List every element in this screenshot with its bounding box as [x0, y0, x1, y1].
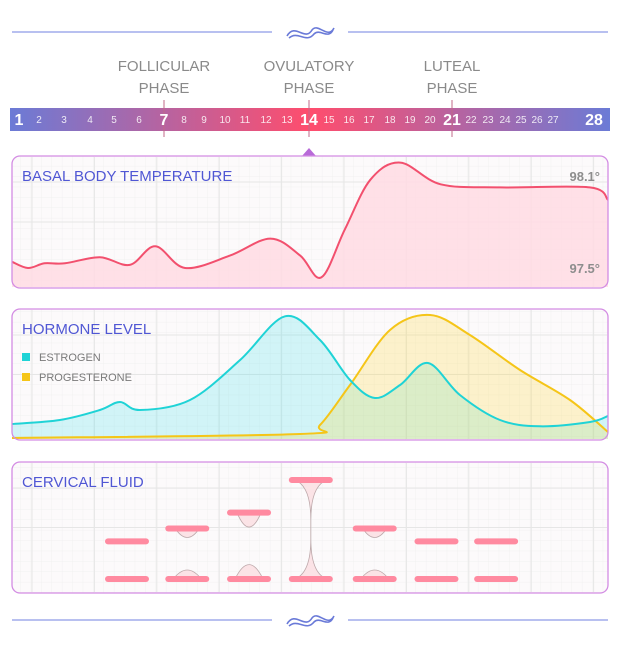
- day-band: [10, 108, 610, 131]
- fluid-bar-bottom: [288, 576, 333, 582]
- hormone-title: HORMONE LEVEL: [22, 321, 151, 338]
- temperature-high-label: 98.1°: [569, 169, 600, 184]
- swirl-icon: [286, 27, 335, 39]
- temperature-low-label: 97.5°: [569, 261, 600, 276]
- fluid-bar-bottom: [474, 576, 519, 582]
- day-label-10: 10: [219, 115, 231, 126]
- legend-progesterone-label: PROGESTERONE: [39, 372, 132, 384]
- day-label-14: 14: [300, 112, 318, 129]
- bottom-ornament: [12, 615, 608, 627]
- estrogen-line: [11, 314, 609, 428]
- day-label-25: 25: [515, 115, 527, 126]
- fluid-bar-bottom: [104, 576, 149, 582]
- day-label-13: 13: [281, 115, 293, 126]
- temperature-area: [12, 162, 608, 287]
- day-label-19: 19: [404, 115, 416, 126]
- fluid-bar-top: [165, 525, 210, 532]
- day-label-24: 24: [499, 115, 511, 126]
- phase-ovulatory-line1: OVULATORY: [264, 58, 355, 75]
- day-labels: 1 2 3 4 5 6 7 8 9 10 11 12 13 14 15 16 17 18 19 20 21 22 23 24 2…: [15, 112, 603, 129]
- legend-progesterone-swatch: [22, 373, 30, 381]
- phase-follicular-line2: PHASE: [139, 80, 190, 97]
- fluid-bar-top: [474, 538, 519, 545]
- day-label-11: 11: [240, 115, 251, 126]
- day-label-3: 3: [61, 115, 67, 126]
- hormone-plot: [11, 313, 609, 439]
- legend-estrogen-swatch: [22, 353, 30, 361]
- fluid-bar-top: [104, 538, 149, 545]
- day-label-8: 8: [181, 115, 187, 126]
- phase-labels: FOLLICULAR PHASE OVULATORY PHASE LUTEAL …: [118, 58, 481, 97]
- hormone-panel: HORMONE LEVEL ESTROGEN PROGESTERONE: [11, 308, 609, 441]
- phase-luteal-line2: PHASE: [427, 80, 478, 97]
- phase-follicular-line1: FOLLICULAR: [118, 58, 211, 75]
- day-label-21: 21: [443, 112, 461, 129]
- fluid-bar-bottom: [165, 576, 210, 582]
- day-label-5: 5: [111, 115, 117, 126]
- day-label-6: 6: [136, 115, 142, 126]
- day-label-26: 26: [531, 115, 543, 126]
- day-label-20: 20: [424, 115, 436, 126]
- day-label-12: 12: [260, 115, 272, 126]
- day-label-17: 17: [363, 115, 375, 126]
- fluid-bar-bottom: [414, 576, 459, 582]
- progesterone-area: [12, 314, 608, 439]
- phase-ticks: [163, 100, 453, 137]
- swirl-icon: [286, 615, 335, 627]
- temperature-plot: [11, 161, 609, 287]
- legend-estrogen-label: ESTROGEN: [39, 352, 101, 364]
- day-label-18: 18: [384, 115, 396, 126]
- phase-ovulatory-line2: PHASE: [284, 80, 335, 97]
- day-label-27: 27: [547, 115, 559, 126]
- phase-luteal-line1: LUTEAL: [424, 58, 481, 75]
- day-label-22: 22: [465, 115, 477, 126]
- day-label-4: 4: [87, 115, 93, 126]
- cervical-fluid-plot: [104, 477, 519, 582]
- day-label-16: 16: [343, 115, 355, 126]
- temperature-title: BASAL BODY TEMPERATURE: [22, 168, 232, 185]
- temperature-panel: BASAL BODY TEMPERATURE 98.1° 97.5°: [11, 155, 609, 289]
- ovulation-marker-triangle: [302, 148, 316, 156]
- fluid-bar-bottom: [352, 576, 397, 582]
- day-label-15: 15: [323, 115, 335, 126]
- progesterone-line: [11, 313, 609, 439]
- day-label-1: 1: [15, 112, 24, 129]
- day-label-7: 7: [160, 112, 169, 129]
- cervical-fluid-title: CERVICAL FLUID: [22, 474, 144, 491]
- fluid-bar-top: [352, 525, 397, 532]
- cervical-fluid-panel: CERVICAL FLUID: [11, 461, 609, 594]
- fluid-bar-bottom: [227, 576, 272, 582]
- day-label-9: 9: [201, 115, 207, 126]
- day-label-2: 2: [36, 115, 42, 126]
- fluid-bar-top: [227, 509, 272, 516]
- fluid-bar-top: [414, 538, 459, 545]
- day-label-23: 23: [482, 115, 494, 126]
- top-ornament: [12, 27, 608, 39]
- day-label-28: 28: [585, 112, 603, 129]
- fluid-bar-top: [288, 477, 333, 483]
- estrogen-area: [12, 315, 608, 439]
- temperature-line: [11, 161, 609, 279]
